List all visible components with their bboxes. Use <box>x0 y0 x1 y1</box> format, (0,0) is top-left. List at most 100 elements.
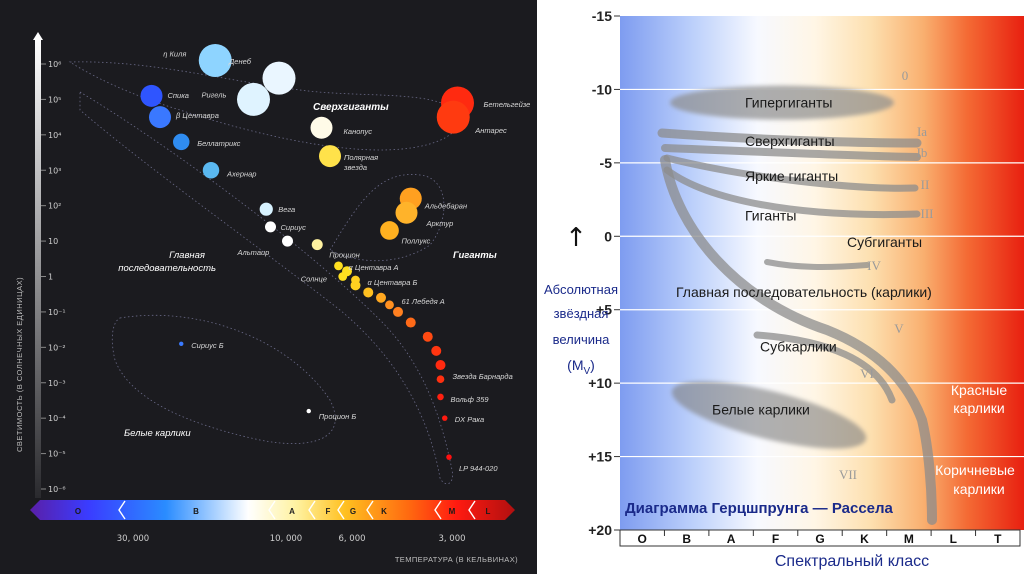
star-сириус-б <box>179 341 184 346</box>
star-label: Ригель <box>202 90 227 99</box>
star-антарес <box>436 100 470 134</box>
subdwarf-band <box>753 331 896 404</box>
main-sequence-dot <box>435 360 446 371</box>
star-label: Процион <box>329 251 360 260</box>
main-sequence-band <box>660 155 937 525</box>
supergiant-band-a <box>657 128 922 148</box>
star-label: η Киля <box>163 49 186 58</box>
y-axis-arrow-icon: ↑ <box>565 223 587 253</box>
star-вольф-359 <box>437 393 444 401</box>
star-полярная-звезда <box>319 145 341 168</box>
y-tick-label: 10³ <box>48 166 61 175</box>
star-label: Звезда Барнарда <box>453 372 513 381</box>
star-label: Сириус Б <box>191 341 224 350</box>
star-label: Канопус <box>344 127 373 136</box>
white-dwarf-outline <box>111 314 336 444</box>
white-dwarf-band <box>671 381 867 449</box>
star-label: Поллукс <box>402 236 431 245</box>
y-tick-label: +10 <box>588 375 612 391</box>
star-денеб <box>262 61 296 95</box>
y-tick-label: 10⁶ <box>48 60 61 69</box>
right-chart-panel: 0 Ia Ib II III IV V VI VII Гипергиганты Сверхгиган… <box>537 0 1024 574</box>
y-tick-label: 10⁻⁵ <box>48 450 66 459</box>
star-звезда-барнарда <box>436 375 445 384</box>
star-ригель <box>237 82 270 116</box>
y-tick-label: 10⁵ <box>48 95 61 104</box>
spectral-class-m: M <box>904 532 914 546</box>
region-label-main-sequence: Главная <box>169 250 205 261</box>
supergiant-band-b <box>661 144 921 161</box>
star-label: Альтаир <box>237 248 270 257</box>
luminosity-class-iv: IV <box>867 258 881 273</box>
spectral-class-m: M <box>449 507 456 516</box>
luminosity-class-vii: VII <box>839 467 857 482</box>
left-chart-panel: 10⁶ 10⁵ 10⁴ 10³ 10² 10 1 10⁻¹ 10⁻² 10⁻³ 10⁻⁴ 10⁻⁵ 10… <box>0 0 537 574</box>
star-спика <box>140 84 163 107</box>
star-канопус <box>310 116 333 139</box>
spectral-class-bar <box>30 500 515 520</box>
region-label-яркие-гиганты: Яркие гиганты <box>745 168 838 184</box>
star-label: Альдебаран <box>424 202 467 211</box>
star-поллукс <box>380 221 399 240</box>
luminosity-class-ib: Ib <box>917 145 928 160</box>
star-ахернар <box>202 162 220 179</box>
star-вега <box>259 202 273 216</box>
spectral-separator <box>118 500 126 520</box>
star-label: α Центавра Б <box>368 278 418 287</box>
x-tick-label: 6, 000 <box>338 534 365 544</box>
x-tick-label: 10, 000 <box>270 534 302 544</box>
spectral-class-a: A <box>289 507 295 516</box>
main-sequence-dot <box>405 317 416 328</box>
y-tick-label: 10⁻⁴ <box>48 414 66 423</box>
spectral-class-t: T <box>994 532 1002 546</box>
spectral-separator <box>337 500 345 520</box>
star-беллатрикс <box>173 133 190 151</box>
luminosity-class-vi: VI <box>860 366 874 381</box>
spectral-separator <box>366 500 374 520</box>
luminosity-arrow-icon <box>33 32 43 40</box>
star-центавра-а <box>334 261 343 271</box>
region-label-main-sequence-2: последовательность <box>118 263 216 274</box>
star-label: Солнце <box>301 275 327 284</box>
x-axis-label: Спектральный класс <box>775 553 929 570</box>
star-label: LP 944-020 <box>459 464 498 473</box>
star-процион-б <box>306 408 311 414</box>
y-axis-label-3: величина <box>553 332 611 347</box>
y-tick-label: 10 <box>48 237 58 246</box>
star-lp-944-020 <box>446 454 452 460</box>
spectral-class-f: F <box>772 532 779 546</box>
y-tick-label: 10⁻¹ <box>48 308 66 317</box>
spectral-separator <box>308 500 316 520</box>
y-tick-label: 0 <box>604 228 612 244</box>
star-киля <box>198 43 232 77</box>
region-label-white-dwarfs: Белые карлики <box>124 428 191 439</box>
star-label: Ахернар <box>226 169 256 178</box>
spectral-class-b: B <box>682 532 691 546</box>
spectral-separator <box>434 500 442 520</box>
spectral-class-a: A <box>727 532 736 546</box>
x-tick-label: 3, 000 <box>438 534 465 544</box>
region-label-главная-последовательность-карлики: Главная последовательность (карлики) <box>676 284 932 300</box>
star-центавра <box>149 106 171 129</box>
star-label: Денеб <box>228 57 252 66</box>
main-sequence-dot <box>431 345 442 356</box>
luminosity-class-0: 0 <box>902 68 909 83</box>
diagram-title: Диаграмма Герцшпрунга — Рассела <box>625 500 894 517</box>
y-axis-label: СВЕТИМОСТЬ (В СОЛНЕЧНЫХ ЕДИНИЦАХ) <box>15 277 24 452</box>
star-label: Арктур <box>426 219 454 228</box>
y-tick-label: 10⁴ <box>48 131 61 140</box>
giant-region-outline <box>329 174 445 262</box>
region-label-сверхгиганты: Сверхгиганты <box>745 133 835 149</box>
star-dx-рака <box>442 415 448 421</box>
hypergiant-band <box>670 85 894 120</box>
y-tick-label: 10² <box>48 202 61 211</box>
bright-giant-band <box>663 154 919 192</box>
main-sequence-dot <box>393 306 403 317</box>
giant-band <box>663 166 921 219</box>
subgiant-band <box>764 259 870 270</box>
star-61-лебедя-а <box>385 300 394 310</box>
luminosity-class-iii: III <box>921 206 934 221</box>
brown-dwarf-label-2: карлики <box>953 481 1004 497</box>
spectral-separator <box>268 500 276 520</box>
luminosity-class-v: V <box>894 321 904 336</box>
